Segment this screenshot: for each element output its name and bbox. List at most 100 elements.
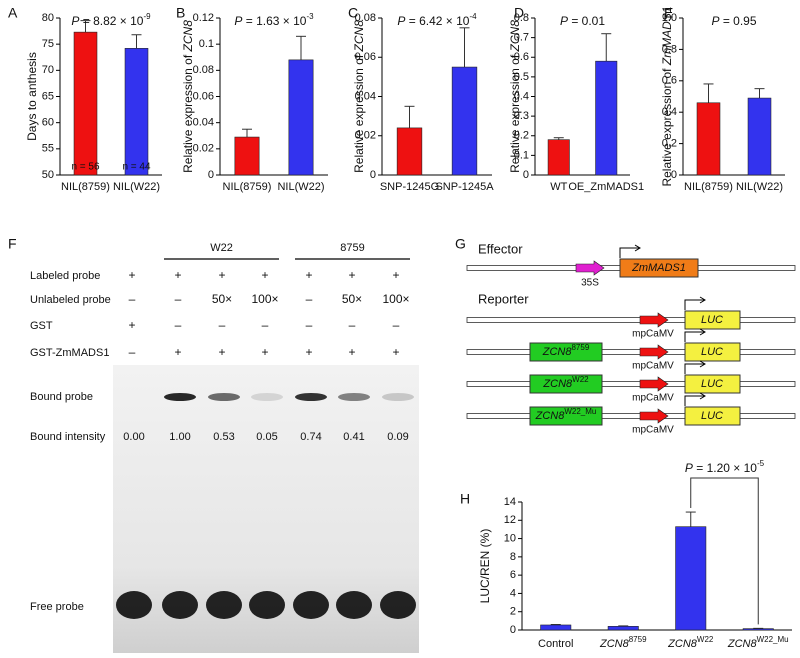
x-tick-label: NIL(W22) bbox=[736, 181, 783, 193]
promoter bbox=[575, 260, 605, 276]
panel-letter: G bbox=[455, 236, 466, 252]
text-part: LUC/REN (%) bbox=[478, 529, 492, 604]
bar bbox=[396, 127, 423, 176]
lane-cell: – bbox=[129, 345, 136, 359]
text-part: = 1.63 × 10 bbox=[242, 14, 306, 28]
free-band bbox=[206, 591, 242, 619]
row-label: Labeled probe bbox=[30, 270, 100, 282]
lane-cell: 50× bbox=[212, 292, 232, 306]
y-tick-label: 0.3 bbox=[514, 110, 529, 122]
bar bbox=[73, 31, 98, 176]
x-tick-label: ZCN88759 bbox=[599, 635, 647, 650]
tss-arrow bbox=[684, 296, 706, 310]
y-tick-label: 0.4 bbox=[514, 90, 529, 102]
lane-cell: + bbox=[218, 345, 225, 359]
text-part: 8759 bbox=[571, 343, 589, 352]
y-axis-label: Days to anthesis bbox=[25, 52, 39, 141]
gene-box bbox=[684, 374, 741, 394]
gene-box bbox=[684, 342, 741, 362]
y-tick-label: 0 bbox=[208, 169, 214, 181]
text-part: = 1.20 × 10 bbox=[693, 461, 757, 475]
lane-cell: + bbox=[261, 345, 268, 359]
text-part: = 6.42 × 10 bbox=[405, 14, 469, 28]
y-tick-label: 14 bbox=[504, 496, 516, 508]
free-band bbox=[380, 591, 416, 619]
row-label: GST bbox=[30, 320, 53, 332]
lane-cell: + bbox=[218, 268, 225, 282]
intensity-value: 0.53 bbox=[213, 431, 234, 443]
lane-cell: + bbox=[392, 345, 399, 359]
promoter bbox=[639, 376, 669, 392]
fragment-box bbox=[529, 374, 603, 394]
y-axis-label: Relative expression of ZCN8 bbox=[181, 20, 195, 173]
y-tick-label: 65 bbox=[42, 90, 54, 102]
gene-label: LUC bbox=[701, 346, 723, 358]
free-band bbox=[249, 591, 285, 619]
intensity-value: 0.05 bbox=[256, 431, 277, 443]
row-label: Unlabeled probe bbox=[30, 294, 111, 306]
text-part: Days to anthesis bbox=[25, 52, 39, 141]
fragment-label: ZCN8W22 bbox=[542, 375, 589, 390]
panel-letter: H bbox=[460, 491, 470, 507]
lane-cell: 100× bbox=[382, 292, 409, 306]
text-part: P bbox=[71, 14, 79, 28]
bar bbox=[540, 624, 572, 631]
promoter bbox=[639, 312, 669, 328]
promoter-label: 35S bbox=[581, 278, 599, 289]
gene-box bbox=[619, 258, 699, 278]
panel-letter: D bbox=[514, 5, 524, 21]
y-tick-label: 0.4 bbox=[662, 106, 677, 118]
bar bbox=[675, 526, 707, 631]
y-tick-label: 0.6 bbox=[514, 51, 529, 63]
text-part: W22_Mu bbox=[757, 635, 789, 644]
bound-band bbox=[338, 393, 370, 401]
y-tick-label: 0.06 bbox=[193, 90, 214, 102]
y-tick-label: 0.8 bbox=[662, 43, 677, 55]
bar bbox=[288, 59, 314, 176]
lane-cell: + bbox=[128, 268, 135, 282]
bound-band bbox=[164, 393, 196, 401]
y-tick-label: 50 bbox=[42, 169, 54, 181]
panel-letter: B bbox=[176, 5, 185, 21]
gene-label: LUC bbox=[701, 378, 723, 390]
fragment-label: ZCN8W22_Mu bbox=[535, 407, 597, 422]
lane-cell: – bbox=[175, 318, 182, 332]
y-tick-label: 6 bbox=[510, 569, 516, 581]
y-tick-label: 0.08 bbox=[355, 12, 376, 24]
lane-cell: – bbox=[219, 318, 226, 332]
y-tick-label: 0.12 bbox=[193, 12, 214, 24]
y-tick-label: 12 bbox=[504, 514, 516, 526]
dna bbox=[466, 413, 796, 419]
text-part: ZCN8 bbox=[508, 20, 522, 53]
lane-cell: + bbox=[392, 268, 399, 282]
tss-arrow bbox=[684, 392, 706, 406]
y-tick-label: 0.08 bbox=[193, 64, 214, 76]
gene-label: LUC bbox=[701, 410, 723, 422]
text-part: = 0.01 bbox=[568, 14, 605, 28]
y-tick-label: 0.5 bbox=[514, 71, 529, 83]
y-tick-label: 0.8 bbox=[514, 12, 529, 24]
x-tick-label: NIL(W22) bbox=[113, 181, 160, 193]
y-tick-label: 70 bbox=[42, 64, 54, 76]
text-part: Relative expression of bbox=[508, 51, 522, 172]
text-part: ZCN8 bbox=[535, 410, 566, 422]
y-tick-label: 4 bbox=[510, 587, 516, 599]
significance-bracket bbox=[690, 477, 759, 625]
lane-group: W22 bbox=[210, 242, 233, 254]
x-tick-label: ZCN8W22_Mu bbox=[727, 635, 789, 650]
text-part: Relative expression of bbox=[181, 51, 195, 172]
x-tick-label: Control bbox=[538, 638, 573, 650]
bar bbox=[595, 60, 618, 176]
y-tick-label: 75 bbox=[42, 38, 54, 50]
fragment-box bbox=[529, 406, 603, 426]
panel-letter: C bbox=[348, 5, 358, 21]
y-tick-label: 0 bbox=[510, 624, 516, 636]
text-part: Relative expression of bbox=[352, 51, 366, 172]
x-tick-label: NIL(8759) bbox=[223, 181, 272, 193]
y-tick-label: 0.06 bbox=[355, 51, 376, 63]
free-band bbox=[116, 591, 152, 619]
text-part: ZCN8 bbox=[542, 378, 573, 390]
text-part: P bbox=[711, 14, 719, 28]
y-tick-label: 0 bbox=[370, 169, 376, 181]
